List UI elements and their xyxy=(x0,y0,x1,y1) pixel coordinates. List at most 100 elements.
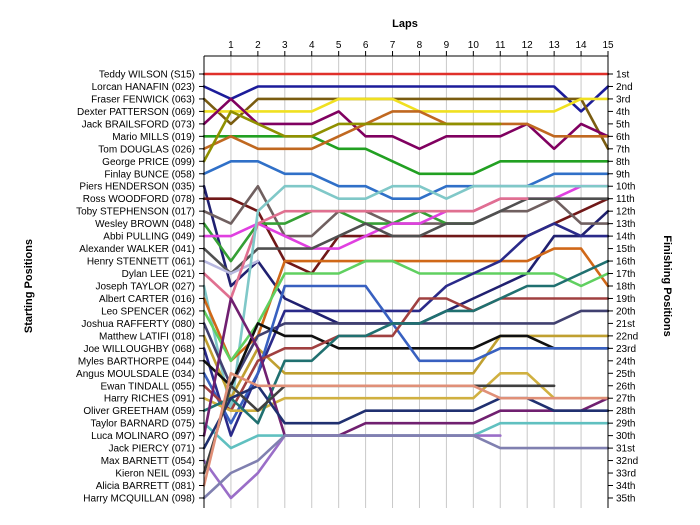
series-line xyxy=(202,197,529,300)
series-line xyxy=(202,284,610,425)
starting-position-label: Alexander WALKER (041) xyxy=(79,244,195,255)
series-line xyxy=(202,297,610,413)
finishing-position-label: 6th xyxy=(616,132,630,143)
finishing-position-label: 28th xyxy=(616,406,635,417)
finishing-position-label: 33rd xyxy=(616,469,636,480)
finishing-position-label: 35th xyxy=(616,493,635,504)
finishing-position-label: 23rd xyxy=(616,344,636,355)
finishing-position-label: 27th xyxy=(616,394,635,405)
starting-position-label: Harry RICHES (091) xyxy=(104,394,195,405)
starting-position-labels: Teddy WILSON (S15)Lorcan HANAFIN (023)Fr… xyxy=(76,70,204,504)
starting-position-label: George PRICE (099) xyxy=(102,157,195,168)
finishing-position-label: 30th xyxy=(616,431,635,442)
x-tick-label: 8 xyxy=(417,40,423,51)
finishing-position-label: 3rd xyxy=(616,94,630,105)
finishing-position-label: 21st xyxy=(616,319,635,330)
x-axis-title: Laps xyxy=(392,18,418,30)
x-tick-label: 11 xyxy=(495,40,506,51)
series-line xyxy=(202,97,610,113)
starting-position-label: Joe WILLOUGHBY (068) xyxy=(83,344,195,355)
series-line xyxy=(202,160,610,200)
finishing-position-label: 16th xyxy=(616,257,635,268)
series-line xyxy=(202,110,502,163)
x-tick-label: 10 xyxy=(468,40,480,51)
series-line xyxy=(202,434,610,500)
starting-position-label: Taylor BARNARD (075) xyxy=(91,419,195,430)
starting-position-label: Alicia BARRETT (081) xyxy=(96,481,195,492)
starting-position-label: Oliver GREETHAM (059) xyxy=(83,406,195,417)
series-line xyxy=(202,222,610,437)
starting-position-label: Mario MILLS (019) xyxy=(112,132,195,143)
series-line xyxy=(202,259,260,275)
finishing-position-label: 29th xyxy=(616,419,635,430)
starting-position-label: Abbi PULLING (049) xyxy=(103,232,195,243)
starting-position-label: Myles BARTHORPE (044) xyxy=(78,356,195,367)
series-line xyxy=(202,371,610,487)
x-tick-label: 13 xyxy=(549,40,561,51)
starting-position-label: Harry MCQUILLAN (098) xyxy=(83,493,195,504)
finishing-position-label: 13th xyxy=(616,219,635,230)
finishing-position-label: 26th xyxy=(616,381,635,392)
series-line xyxy=(202,97,610,151)
starting-position-label: Joshua RAFFERTY (080) xyxy=(81,319,195,330)
finishing-position-label: 7th xyxy=(616,144,630,155)
finishing-position-label: 20th xyxy=(616,306,635,317)
x-tick-label: 2 xyxy=(255,40,261,51)
finishing-position-label: 11th xyxy=(616,194,635,205)
starting-position-label: Fraser FENWICK (063) xyxy=(91,94,195,105)
series-line xyxy=(202,297,610,437)
starting-position-label: Leo SPENCER (062) xyxy=(101,306,195,317)
series-line xyxy=(202,184,610,413)
finishing-position-label: 4th xyxy=(616,107,630,118)
series-line xyxy=(202,97,610,151)
finishing-position-label: 24th xyxy=(616,356,635,367)
series-line xyxy=(202,197,610,275)
finishing-position-label: 18th xyxy=(616,281,635,292)
starting-position-label: Toby STEPHENSON (017) xyxy=(76,207,195,218)
finishing-position-label: 12th xyxy=(616,207,635,218)
finishing-position-label: 2nd xyxy=(616,82,633,93)
finishing-position-label: 5th xyxy=(616,119,630,130)
x-tick-label: 3 xyxy=(282,40,288,51)
finishing-position-label: 19th xyxy=(616,294,635,305)
finishing-position-label: 31st xyxy=(616,444,635,455)
starting-position-label: Ewan TINDALL (055) xyxy=(101,381,196,392)
starting-position-label: Dexter PATTERSON (069) xyxy=(77,107,195,118)
series-lines xyxy=(202,72,610,500)
series-line xyxy=(202,259,610,363)
finishing-position-label: 1st xyxy=(616,70,630,81)
starting-position-label: Wesley BROWN (048) xyxy=(95,219,195,230)
x-tick-label: 5 xyxy=(336,40,342,51)
x-tick-label: 6 xyxy=(363,40,369,51)
finishing-position-label: 32nd xyxy=(616,456,638,467)
starting-position-label: Lorcan HANAFIN (023) xyxy=(92,82,195,93)
starting-position-label: Teddy WILSON (S15) xyxy=(99,70,195,81)
y-axis-left-title: Starting Positions xyxy=(23,239,35,333)
x-tick-label: 12 xyxy=(522,40,534,51)
x-tick-label: 15 xyxy=(602,40,614,51)
starting-position-label: Jack PIERCY (071) xyxy=(108,444,195,455)
starting-position-label: Ross WOODFORD (078) xyxy=(83,194,195,205)
finishing-position-label: 22nd xyxy=(616,331,638,342)
starting-position-label: Dylan LEE (021) xyxy=(122,269,195,280)
finishing-position-label: 9th xyxy=(616,169,630,180)
starting-position-label: Jack BRAILSFORD (073) xyxy=(82,119,195,130)
series-line xyxy=(202,334,610,400)
starting-position-label: Joseph TAYLOR (027) xyxy=(96,281,196,292)
finishing-position-label: 10th xyxy=(616,182,635,193)
starting-position-label: Kieron NEIL (093) xyxy=(115,469,195,480)
finishing-position-label: 17th xyxy=(616,269,635,280)
starting-position-label: Max BARNETT (054) xyxy=(101,456,195,467)
x-tick-label: 14 xyxy=(576,40,588,51)
starting-position-label: Piers HENDERSON (035) xyxy=(79,182,195,193)
starting-position-label: Angus MOULSDALE (034) xyxy=(76,369,195,380)
finishing-position-label: 14th xyxy=(616,232,635,243)
finishing-position-label: 15th xyxy=(616,244,635,255)
series-line xyxy=(202,85,610,113)
starting-position-label: Matthew LATIFI (018) xyxy=(99,331,195,342)
starting-position-label: Tom DOUGLAS (026) xyxy=(98,144,195,155)
starting-position-label: Finlay BUNCE (058) xyxy=(104,169,195,180)
starting-position-label: Luca MOLINARO (097) xyxy=(91,431,195,442)
x-tick-label: 4 xyxy=(309,40,315,51)
